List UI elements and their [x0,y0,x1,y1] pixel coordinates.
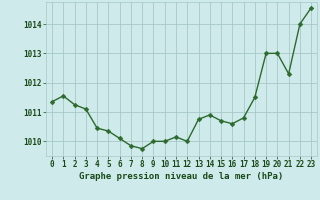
X-axis label: Graphe pression niveau de la mer (hPa): Graphe pression niveau de la mer (hPa) [79,172,284,181]
